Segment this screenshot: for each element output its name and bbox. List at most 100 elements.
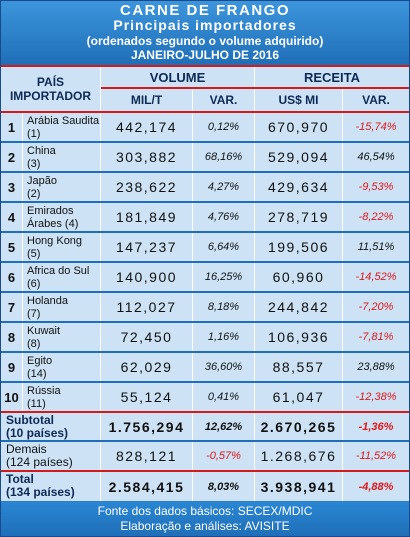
total-label: Total (134 países) [1, 472, 101, 501]
row-country-prev-rank: (6) [27, 278, 41, 290]
row-rank: 7 [1, 293, 23, 321]
row-receita: 529,094 [255, 143, 343, 171]
row-receita: 60,960 [255, 263, 343, 291]
divider [1, 141, 409, 143]
row-country: Kuwait (8) [23, 323, 101, 351]
row-receita: 88,557 [255, 353, 343, 381]
divider [1, 440, 409, 442]
divider [1, 201, 409, 203]
subtotal-label-line2: (10 países) [6, 426, 69, 440]
footer-credits: Elaboração e análises: AVISITE [120, 519, 290, 533]
header-var-receita: VAR. [343, 89, 409, 111]
total-receita: 3.938,941 [255, 472, 343, 501]
row-receita: 429,634 [255, 173, 343, 201]
header-volume: VOLUME [101, 67, 255, 87]
row-rank: 9 [1, 353, 23, 381]
row-country-name: Emirados [27, 205, 74, 217]
row-volume-var: 4,76% [193, 203, 255, 231]
total-receita-var: -4,88% [343, 472, 409, 501]
divider [1, 261, 409, 263]
row-rank: 5 [1, 233, 23, 261]
row-receita: 106,936 [255, 323, 343, 351]
divider [1, 381, 409, 383]
row-volume: 72,450 [101, 323, 193, 351]
total-volume: 2.584,415 [101, 472, 193, 501]
row-receita-var: -9,53% [343, 173, 409, 201]
demais-receita: 1.268,676 [255, 442, 343, 470]
row-country-name: Africa do Sul [27, 265, 90, 277]
row-volume: 238,622 [101, 173, 193, 201]
demais-label: Demais (124 países) [1, 442, 101, 470]
header-pais-importador: PAÍS IMPORTADOR [1, 67, 101, 111]
row-country: Japão (2) [23, 173, 101, 201]
row-receita-var: 23,88% [343, 353, 409, 381]
row-country: Rússia (11) [23, 383, 101, 411]
total-label-line2: (134 países) [6, 485, 75, 499]
row-rank: 8 [1, 323, 23, 351]
row-receita: 670,970 [255, 113, 343, 141]
header-usmi: US$ MI [255, 89, 343, 111]
footer: Fonte dos dados básicos: SECEX/MDIC Elab… [1, 502, 409, 536]
row-receita-var: 11,51% [343, 233, 409, 261]
row-volume: 303,882 [101, 143, 193, 171]
row-volume: 181,849 [101, 203, 193, 231]
row-country: Holanda (7) [23, 293, 101, 321]
header-pais: PAÍS [36, 75, 65, 89]
title-period: JANEIRO-JULHO DE 2016 [130, 48, 280, 62]
title-main: CARNE DE FRANGO [119, 2, 290, 19]
row-country: Hong Kong (5) [23, 233, 101, 261]
row-country-prev-rank: (2) [27, 188, 41, 200]
row-volume-var: 0,12% [193, 113, 255, 141]
footer-source: Fonte dos dados básicos: SECEX/MDIC [97, 504, 313, 518]
row-country: Egito (14) [23, 353, 101, 381]
divider [1, 291, 409, 293]
row-volume: 62,029 [101, 353, 193, 381]
demais-volume-var: -0,57% [193, 442, 255, 470]
row-rank: 3 [1, 173, 23, 201]
subtotal-label-line1: Subtotal [6, 413, 54, 427]
row-country-name: Holanda [27, 295, 68, 307]
subtotal-volume-var: 12,62% [193, 413, 255, 440]
row-country-name: Kuwait [27, 325, 61, 337]
row-country-name: Japão [27, 175, 57, 187]
row-volume-var: 0,41% [193, 383, 255, 411]
row-receita: 61,047 [255, 383, 343, 411]
row-volume: 147,237 [101, 233, 193, 261]
divider [1, 231, 409, 233]
row-receita: 199,506 [255, 233, 343, 261]
title-sub: Principais importadores [113, 17, 297, 33]
subtotal-label: Subtotal (10 países) [1, 413, 101, 440]
row-rank: 10 [1, 383, 23, 411]
row-rank: 6 [1, 263, 23, 291]
divider [1, 321, 409, 323]
red-divider [1, 470, 409, 472]
row-volume-var: 68,16% [193, 143, 255, 171]
row-volume-var: 4,27% [193, 173, 255, 201]
row-country-prev-rank: Árabes (4) [27, 218, 79, 230]
row-country-name: China [27, 145, 56, 157]
header-receita: RECEITA [255, 67, 409, 87]
title-block: CARNE DE FRANGO Principais importadores … [1, 1, 409, 65]
row-country: China (3) [23, 143, 101, 171]
header-var-volume: VAR. [193, 89, 255, 111]
red-divider [1, 111, 409, 113]
red-divider [1, 65, 409, 67]
total-volume-var: 8,03% [193, 472, 255, 501]
row-country: Africa do Sul (6) [23, 263, 101, 291]
subtotal-receita: 2.670,265 [255, 413, 343, 440]
demais-label-line2: (124 países) [6, 455, 73, 469]
header-milt: MIL/T [101, 89, 193, 111]
row-country-name: Arábia Saudita [27, 115, 100, 127]
row-country-prev-rank: (5) [27, 248, 41, 260]
row-country-prev-rank: (8) [27, 338, 41, 350]
row-receita-var: -7,20% [343, 293, 409, 321]
row-rank: 2 [1, 143, 23, 171]
total-label-line1: Total [6, 472, 34, 486]
demais-volume: 828,121 [101, 442, 193, 470]
subtotal-receita-var: -1,36% [343, 413, 409, 440]
divider [1, 171, 409, 173]
row-rank: 4 [1, 203, 23, 231]
row-country: Arábia Saudita (1) [23, 113, 101, 141]
subtotal-volume: 1.756,294 [101, 413, 193, 440]
row-country: Emirados Árabes (4) [23, 203, 101, 231]
